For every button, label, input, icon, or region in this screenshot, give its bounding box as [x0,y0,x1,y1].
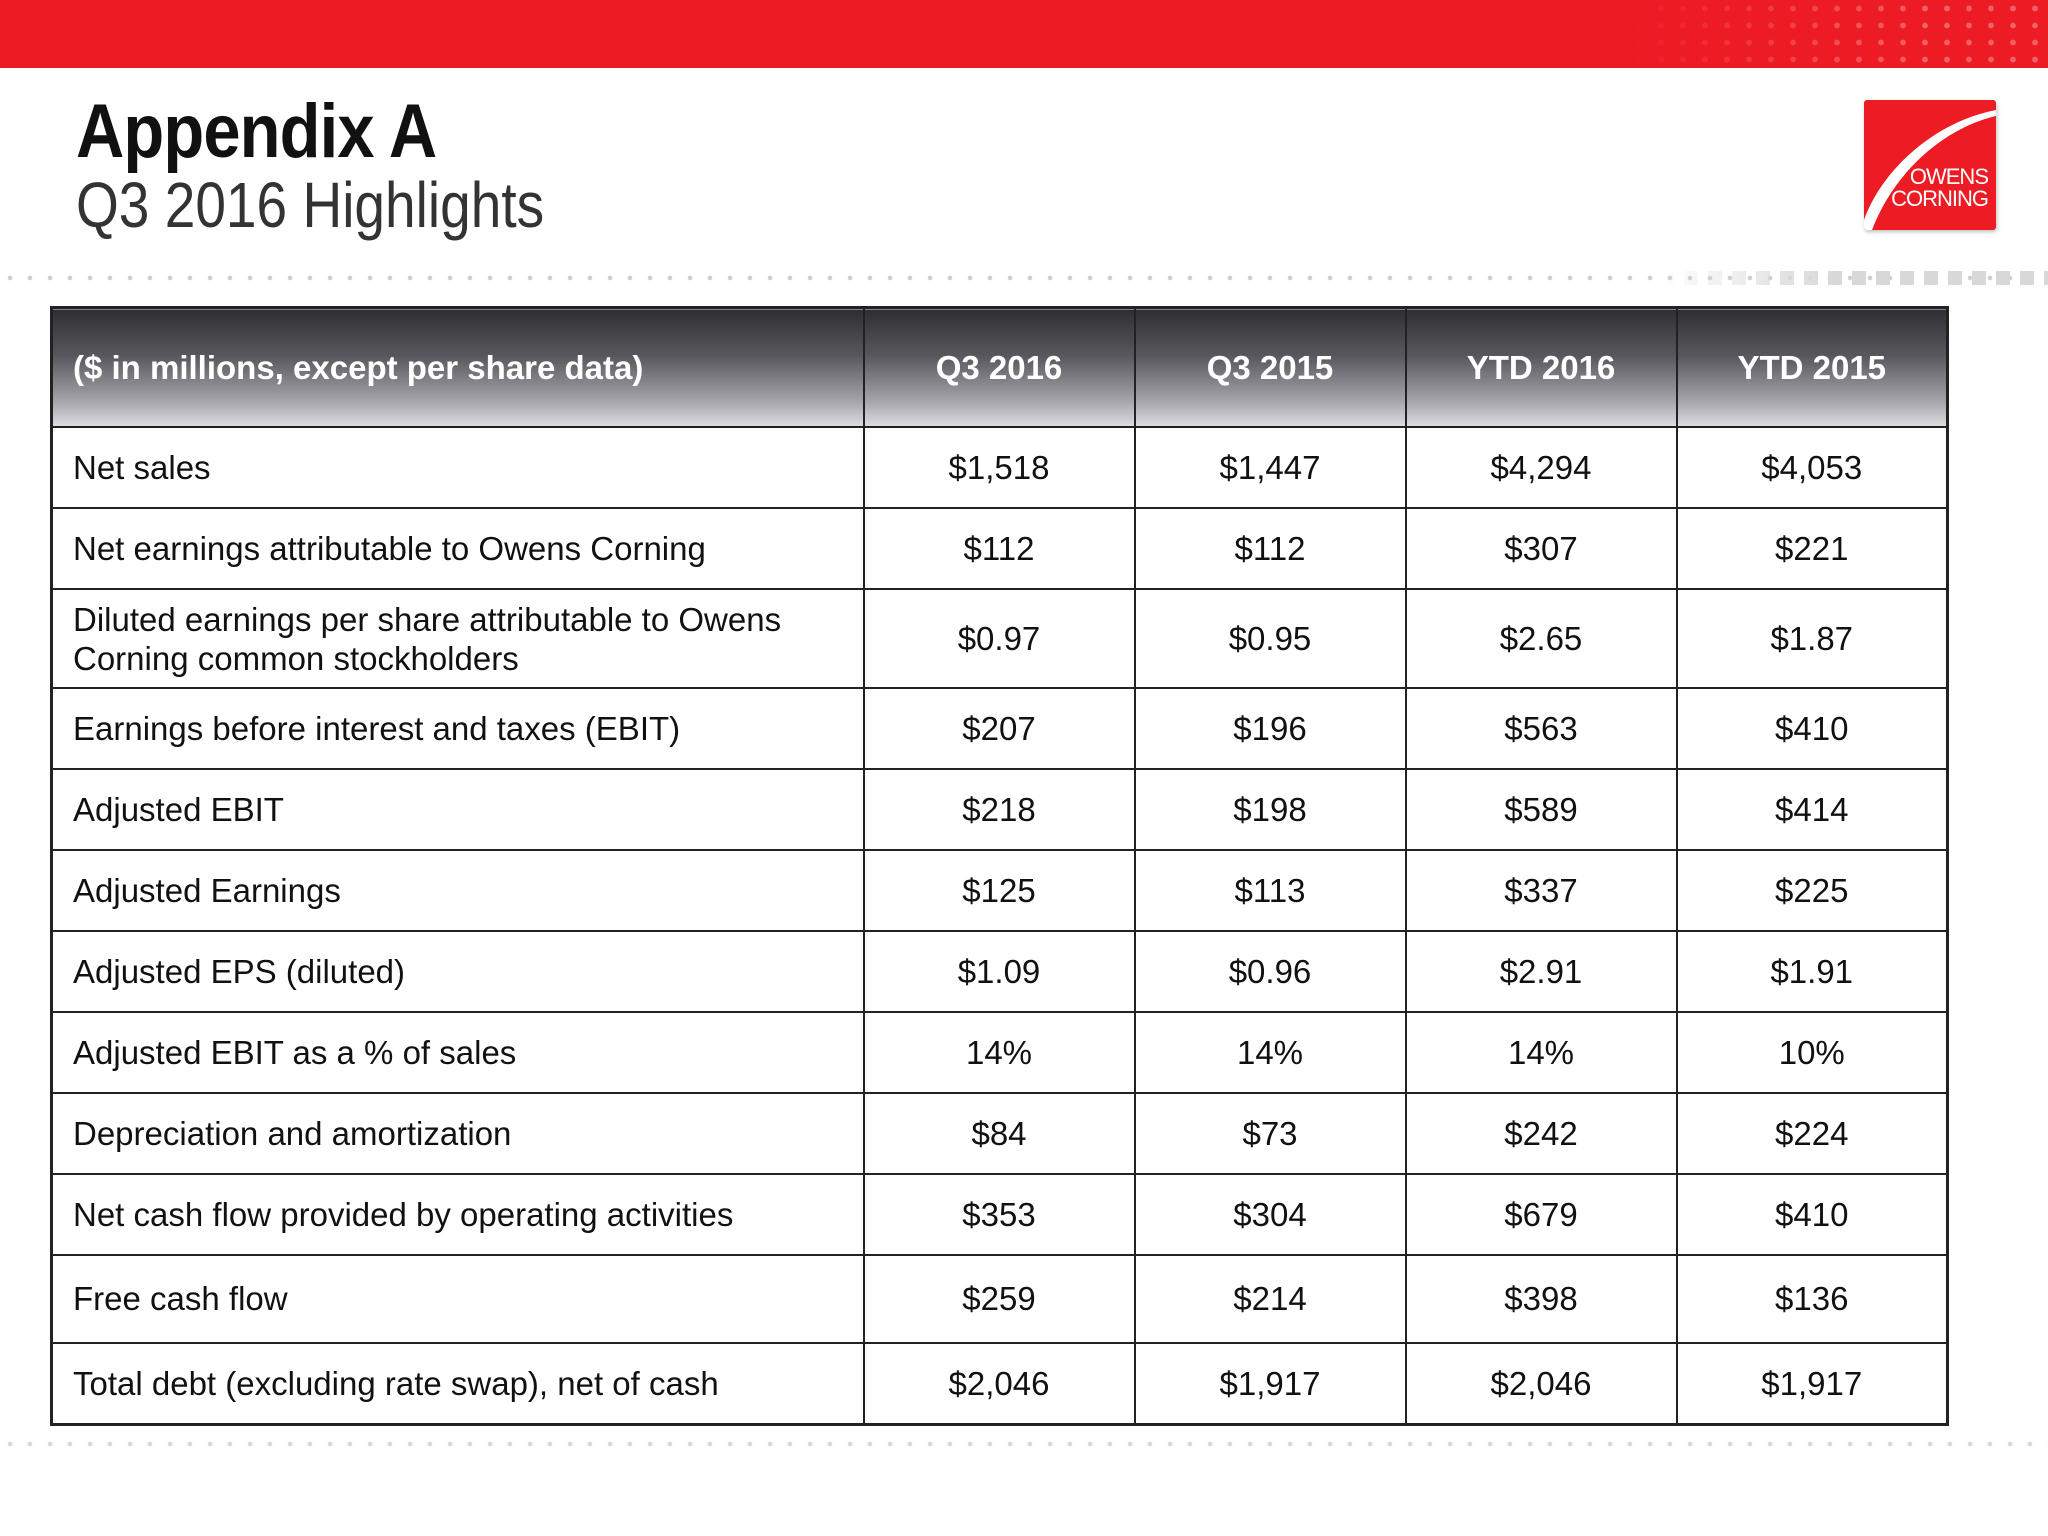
row-label: Earnings before interest and taxes (EBIT… [50,687,865,770]
footer-divider [0,1440,2048,1448]
table-row: Diluted earnings per share attributable … [50,588,1949,689]
divider-accent [1660,271,2048,285]
row-value: $2.65 [1404,588,1678,689]
row-value: $196 [1133,687,1407,770]
column-header: YTD 2015 [1675,306,1949,428]
row-label: Diluted earnings per share attributable … [50,588,865,689]
row-value: $214 [1133,1254,1407,1344]
row-value: $679 [1404,1173,1678,1256]
table-row: Net earnings attributable to Owens Corni… [50,507,1949,590]
row-value: $207 [862,687,1136,770]
row-value: $113 [1133,849,1407,932]
column-header-label: ($ in millions, except per share data) [50,306,865,428]
row-value: $398 [1404,1254,1678,1344]
column-header: Q3 2016 [862,306,1136,428]
row-value: $410 [1675,687,1949,770]
row-value: $1.91 [1675,930,1949,1013]
row-value: $1,447 [1133,426,1407,509]
row-value: 14% [1133,1011,1407,1094]
row-value: $2,046 [1404,1342,1678,1426]
row-value: $0.96 [1133,930,1407,1013]
row-value: $563 [1404,687,1678,770]
row-value: $337 [1404,849,1678,932]
row-label: Net sales [50,426,865,509]
table-body: Net sales $1,518 $1,447 $4,294 $4,053 Net ear… [50,426,1949,1426]
table-row: Net cash flow provided by operating acti… [50,1173,1949,1256]
row-value: $2.91 [1404,930,1678,1013]
row-label: Adjusted Earnings [50,849,865,932]
row-label: Depreciation and amortization [50,1092,865,1175]
row-value: 14% [1404,1011,1678,1094]
row-value: $242 [1404,1092,1678,1175]
row-value: 14% [862,1011,1136,1094]
row-label: Net earnings attributable to Owens Corni… [50,507,865,590]
row-value: $73 [1133,1092,1407,1175]
owens-corning-logo: OWENS CORNING [1864,100,1996,230]
row-value: $1.09 [862,930,1136,1013]
row-value: $1,917 [1675,1342,1949,1426]
row-value: $1.87 [1675,588,1949,689]
row-label: Adjusted EBIT [50,768,865,851]
page-subtitle: Q3 2016 Highlights [76,169,545,241]
row-value: $353 [862,1173,1136,1256]
row-value: $4,294 [1404,426,1678,509]
row-value: $1,917 [1133,1342,1407,1426]
row-value: $2,046 [862,1342,1136,1426]
banner-dot-pattern [1628,0,2048,68]
row-value: $0.97 [862,588,1136,689]
table-row: Adjusted EBIT as a % of sales 14% 14% 14% 10… [50,1011,1949,1094]
table-row: Free cash flow $259 $214 $398 $136 [50,1254,1949,1344]
highlights-table: ($ in millions, except per share data) Q3… [50,306,1949,1426]
logo-wordmark: OWENS CORNING [1891,164,1989,211]
row-value: $1,518 [862,426,1136,509]
row-value: $589 [1404,768,1678,851]
row-value: $410 [1675,1173,1949,1256]
header-divider [0,274,2048,282]
column-header: YTD 2016 [1404,306,1678,428]
row-label: Adjusted EPS (diluted) [50,930,865,1013]
row-value: $4,053 [1675,426,1949,509]
row-value: $224 [1675,1092,1949,1175]
table-row: Total debt (excluding rate swap), net of… [50,1342,1949,1426]
table-row: Adjusted Earnings $125 $113 $337 $225 [50,849,1949,932]
top-banner [0,0,2048,68]
row-value: $218 [862,768,1136,851]
row-value: $259 [862,1254,1136,1344]
logo-line-1: OWENS [1909,164,1989,189]
row-value: $112 [1133,507,1407,590]
row-value: 10% [1675,1011,1949,1094]
table-row: Adjusted EBIT $218 $198 $589 $414 [50,768,1949,851]
row-label: Adjusted EBIT as a % of sales [50,1011,865,1094]
row-value: $136 [1675,1254,1949,1344]
row-value: $198 [1133,768,1407,851]
row-value: $225 [1675,849,1949,932]
row-label: Total debt (excluding rate swap), net of… [50,1342,865,1426]
row-value: $112 [862,507,1136,590]
table-row: Net sales $1,518 $1,447 $4,294 $4,053 [50,426,1949,509]
logo-line-2: CORNING [1891,186,1989,211]
row-value: $125 [862,849,1136,932]
row-value: $304 [1133,1173,1407,1256]
page-title: Appendix A [76,89,437,174]
row-value: $414 [1675,768,1949,851]
table-row: Depreciation and amortization $84 $73 $242 $… [50,1092,1949,1175]
table-row: Adjusted EPS (diluted) $1.09 $0.96 $2.91 $1.… [50,930,1949,1013]
row-value: $307 [1404,507,1678,590]
row-label: Free cash flow [50,1254,865,1344]
row-label: Net cash flow provided by operating acti… [50,1173,865,1256]
column-header: Q3 2015 [1133,306,1407,428]
row-value: $221 [1675,507,1949,590]
row-value: $0.95 [1133,588,1407,689]
table-row: Earnings before interest and taxes (EBIT… [50,687,1949,770]
table-header-row: ($ in millions, except per share data) Q3… [50,306,1949,428]
row-value: $84 [862,1092,1136,1175]
